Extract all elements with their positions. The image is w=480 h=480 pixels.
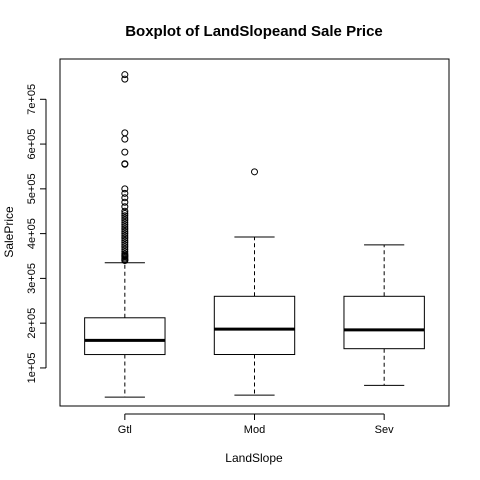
outlier-point [122,149,128,155]
y-tick-label: 1e+05 [26,352,38,383]
y-tick-label: 7e+05 [26,84,38,115]
x-axis-label: LandSlope [225,451,283,465]
outlier-point [122,72,128,78]
outlier-point [252,169,258,175]
outlier-point [122,130,128,136]
y-axis-label: SalePrice [2,206,16,258]
box-sev [344,245,424,386]
box-gtl [85,72,165,397]
outlier-point [122,186,128,192]
y-tick-label: 6e+05 [26,129,38,160]
chart-title: Boxplot of LandSlopeand Sale Price [125,23,383,40]
box-series [85,72,425,397]
box-iqr [344,296,424,348]
y-tick-label: 4e+05 [26,218,38,249]
x-tick-label: Mod [244,424,265,436]
x-tick-label: Sev [375,424,394,436]
y-tick-label: 2e+05 [26,308,38,339]
x-tick-label: Gtl [118,424,132,436]
y-tick-label: 3e+05 [26,263,38,294]
box-iqr [214,296,294,354]
y-tick-label: 5e+05 [26,173,38,204]
box-mod [214,169,294,395]
outlier-point [122,136,128,142]
x-axis: Gtl Mod Sev [118,414,394,436]
y-axis: 1e+05 2e+05 3e+05 4e+05 5e+05 6e+05 7e+05 [26,84,46,384]
box-iqr [85,318,165,355]
